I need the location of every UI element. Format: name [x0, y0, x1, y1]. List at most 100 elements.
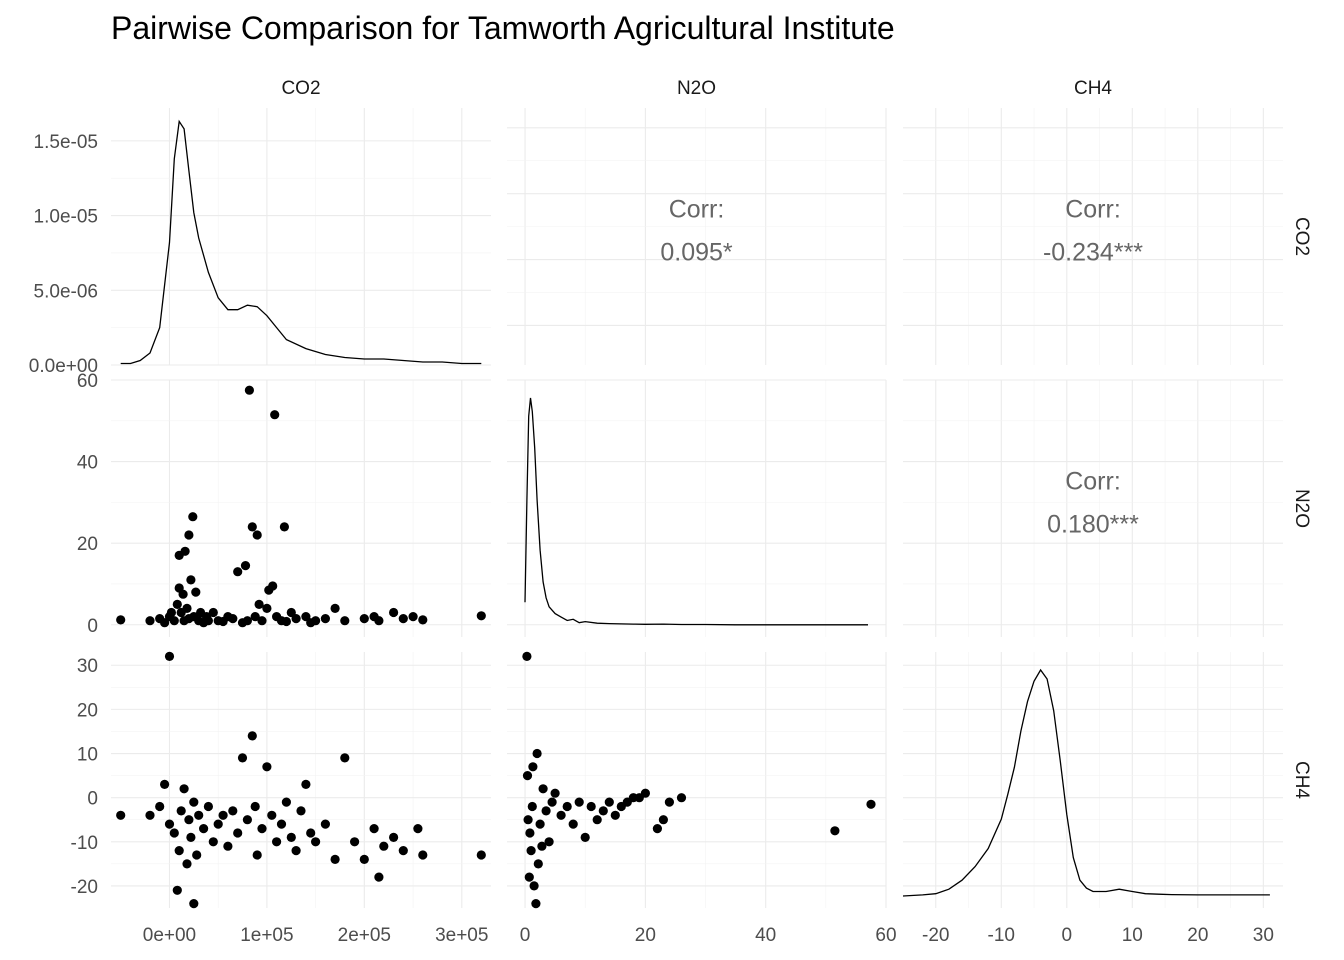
panel-co2-n2o — [507, 108, 887, 365]
scatter-point — [164, 819, 175, 829]
scatter-point — [544, 837, 554, 847]
chart-title: Pairwise Comparison for Tamworth Agricul… — [111, 10, 895, 46]
scatter-point — [233, 567, 243, 577]
scatter-point — [286, 832, 296, 843]
scatter-point — [676, 793, 687, 803]
scatter-point — [369, 824, 379, 834]
scatter-point — [301, 779, 311, 790]
panel-ch4-ch4 — [903, 652, 1283, 908]
scatter-point — [574, 797, 584, 807]
scatter-point — [233, 828, 243, 838]
strip-label-right-n2o: N2O — [1291, 489, 1312, 528]
scatter-point — [389, 607, 399, 618]
y-tick-label: 0 — [87, 616, 98, 637]
scatter-point — [281, 797, 291, 807]
x-tick-label: 60 — [875, 925, 896, 946]
y-tick-label: 1.0e-05 — [34, 207, 98, 228]
scatter-point — [537, 841, 547, 851]
scatter-n2o-ch4 — [522, 651, 876, 909]
scatter-point — [658, 815, 669, 825]
scatter-point — [531, 899, 541, 909]
scatter-point — [279, 522, 289, 532]
scatter-point — [418, 615, 428, 625]
panel-n2o-ch4 — [903, 379, 1283, 637]
scatter-point — [374, 872, 384, 882]
scatter-point — [262, 603, 272, 614]
scatter-point — [237, 753, 248, 763]
panel-co2-co2 — [111, 108, 491, 366]
scatter-point — [172, 885, 182, 895]
scatter-point — [250, 801, 260, 812]
scatter-point — [281, 616, 291, 627]
scatter-point — [180, 546, 190, 556]
scatter-point — [524, 872, 534, 882]
scatter-point — [268, 581, 278, 591]
corr-value: 0.180*** — [1047, 511, 1139, 539]
scatter-point — [169, 828, 179, 838]
scatter-point — [476, 611, 486, 621]
scatter-point — [244, 385, 254, 395]
scatter-point — [145, 810, 155, 820]
strip-label-right-co2: CO2 — [1291, 217, 1312, 256]
strip-label-top-co2: CO2 — [281, 78, 320, 99]
scatter-point — [228, 806, 238, 816]
scatter-point — [116, 810, 126, 820]
scatter-point — [523, 815, 533, 825]
scatter-point — [389, 832, 399, 843]
scatter-point — [178, 589, 188, 599]
y-tick-label: 0.0e+00 — [29, 356, 98, 377]
scatter-point — [350, 837, 360, 847]
scatter-point — [320, 614, 330, 624]
scatter-point — [291, 614, 301, 624]
scatter-point — [556, 810, 566, 820]
scatter-point — [254, 599, 264, 610]
panel-co2-ch4 — [903, 108, 1283, 365]
x-tick-label: 0 — [1062, 925, 1073, 946]
scatter-co2-n2o — [116, 385, 486, 628]
scatter-point — [340, 616, 350, 626]
y-tick-label: 10 — [77, 745, 98, 766]
x-tick-label: -10 — [988, 925, 1015, 946]
scatter-point — [359, 854, 369, 865]
scatter-point — [174, 846, 184, 856]
scatter-point — [169, 616, 179, 626]
y-tick-label: -20 — [71, 877, 98, 898]
scatter-point — [306, 828, 316, 838]
x-tick-label: 3e+05 — [435, 925, 488, 946]
corr-label: Corr: — [1065, 196, 1121, 224]
scatter-point — [145, 616, 155, 626]
scatter-point — [182, 859, 192, 869]
corr-label: Corr: — [669, 196, 725, 224]
scatter-point — [418, 850, 428, 860]
corr-value: 0.095* — [660, 239, 733, 267]
scatter-point — [398, 614, 408, 624]
scatter-point — [252, 530, 262, 540]
y-tick-label: 40 — [77, 453, 98, 474]
scatter-point — [240, 561, 251, 571]
scatter-point — [535, 819, 545, 829]
scatter-point — [408, 612, 418, 622]
scatter-point — [228, 614, 238, 624]
scatter-point — [522, 651, 532, 662]
scatter-point — [192, 850, 202, 860]
panel-ch4-n2o — [507, 652, 887, 908]
scatter-point — [223, 841, 233, 851]
panel-n2o-n2o — [507, 379, 887, 637]
scatter-point — [247, 522, 257, 532]
scatter-point — [640, 788, 651, 798]
scatter-point — [529, 881, 539, 891]
scatter-point — [522, 771, 533, 781]
x-tick-label: 0 — [520, 925, 531, 946]
scatter-point — [598, 806, 608, 816]
x-tick-label: 20 — [635, 925, 656, 946]
density-line-co2 — [120, 119, 482, 365]
scatter-point — [160, 779, 170, 790]
scatter-point — [116, 615, 126, 625]
scatter-point — [155, 801, 165, 812]
scatter-point — [188, 512, 198, 522]
scatter-point — [359, 614, 369, 624]
scatter-point — [276, 819, 287, 829]
x-tick-label: 2e+05 — [338, 925, 391, 946]
scatter-point — [652, 824, 663, 834]
